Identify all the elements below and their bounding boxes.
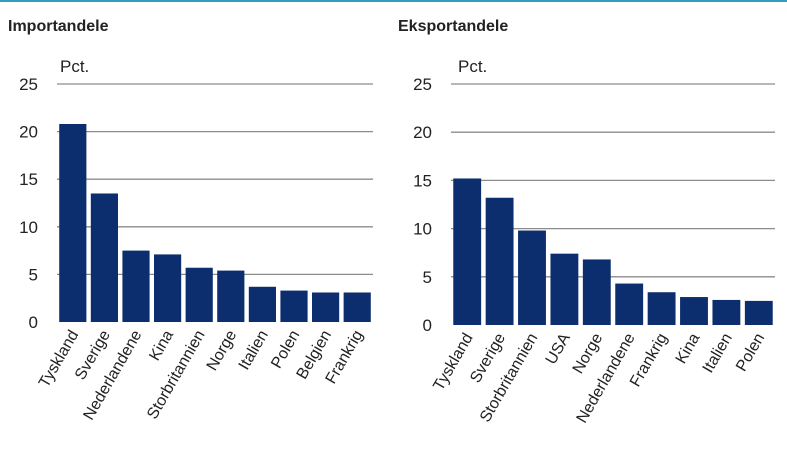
import-bar: [122, 250, 150, 322]
import-y-tick-label: 5: [29, 265, 38, 284]
export-category-label: Polen: [733, 331, 768, 375]
export-bar: [582, 259, 611, 325]
export-category-label: Italien: [700, 331, 736, 376]
export-bar: [744, 300, 773, 325]
export-category-label: Tyskland: [430, 331, 476, 394]
export-chart-title: Eksportandele: [398, 18, 509, 35]
export-bar: [615, 283, 644, 325]
import-y-tick-label: 10: [19, 218, 38, 237]
export-bar: [453, 178, 482, 325]
export-y-tick-label: 5: [423, 268, 432, 287]
export-chart: 0510152025Pct.TysklandSverigeStorbritann…: [413, 57, 775, 426]
export-y-tick-label: 10: [413, 220, 432, 239]
export-y-tick-label: 15: [413, 171, 432, 190]
export-category-label: USA: [543, 330, 574, 367]
export-bar: [485, 197, 514, 325]
import-chart: 0510152025Pct.TysklandSverigeNederlanden…: [19, 57, 373, 423]
import-bar: [59, 123, 87, 322]
top-accent-line: [0, 0, 787, 2]
import-bar: [312, 292, 340, 322]
import-category-label: Kina: [146, 327, 177, 363]
import-y-tick-label: 0: [29, 313, 38, 332]
import-bar: [217, 270, 245, 322]
export-bar: [680, 297, 708, 325]
import-y-tick-label: 25: [19, 75, 38, 94]
export-y-tick-label: 25: [413, 75, 432, 94]
import-bar: [185, 267, 213, 322]
import-bar: [154, 254, 182, 322]
import-category-label: Italien: [236, 328, 272, 373]
import-chart-title: Importandele: [8, 18, 109, 35]
export-bar: [712, 299, 741, 325]
import-bar: [343, 292, 371, 322]
export-y-tick-label: 20: [413, 123, 432, 142]
export-bar: [550, 253, 579, 325]
import-y-tick-label: 20: [19, 123, 38, 142]
import-bar: [280, 290, 308, 322]
export-unit-label: Pct.: [458, 57, 487, 76]
import-category-label: Norge: [204, 327, 241, 373]
export-y-tick-label: 0: [423, 316, 432, 335]
import-bar: [90, 193, 118, 322]
import-bar: [248, 286, 276, 322]
export-bar: [518, 230, 546, 325]
import-unit-label: Pct.: [60, 57, 89, 76]
export-bar: [647, 292, 676, 325]
import-y-tick-label: 15: [19, 170, 38, 189]
export-category-label: Kina: [673, 330, 704, 366]
import-category-label: Tyskland: [36, 328, 82, 391]
